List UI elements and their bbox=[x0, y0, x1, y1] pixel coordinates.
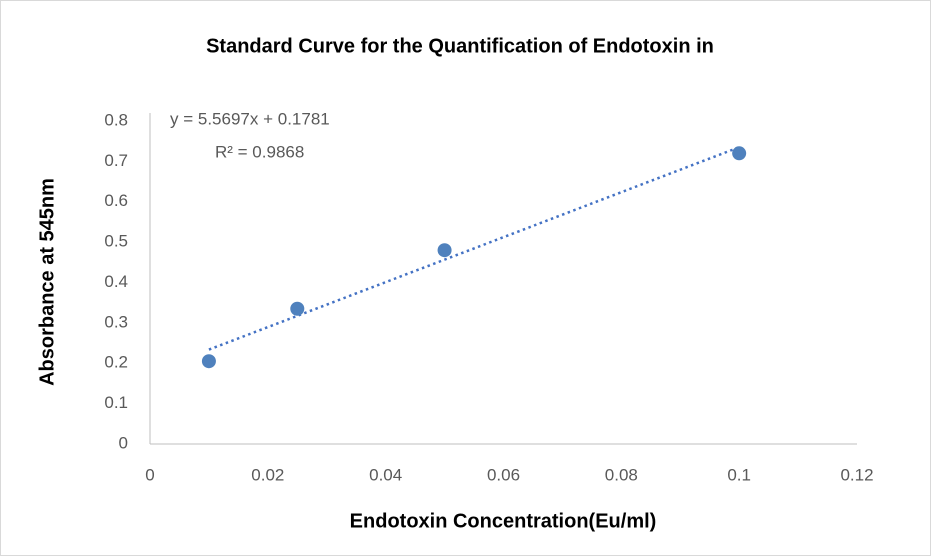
y-tick-label: 0.5 bbox=[104, 232, 128, 251]
x-tick-label: 0 bbox=[145, 465, 154, 484]
trendline-equation: y = 5.5697x + 0.1781 bbox=[170, 109, 330, 128]
data-point bbox=[437, 243, 452, 258]
x-tick-label: 0.08 bbox=[605, 465, 638, 484]
y-tick-label: 0.3 bbox=[104, 312, 128, 331]
trendline-r2: R² = 0.9868 bbox=[215, 142, 304, 161]
y-tick-label: 0.8 bbox=[104, 110, 128, 129]
y-axis-title: Absorbance at 545nm bbox=[36, 178, 58, 386]
x-tick-label: 0.02 bbox=[251, 465, 284, 484]
x-tick-label: 0.1 bbox=[727, 465, 751, 484]
y-tick-label: 0.4 bbox=[104, 272, 128, 291]
y-tick-label: 0.6 bbox=[104, 191, 128, 210]
y-tick-label: 0.1 bbox=[104, 393, 128, 412]
data-point bbox=[290, 301, 305, 316]
x-tick-label: 0.04 bbox=[369, 465, 402, 484]
x-tick-label: 0.06 bbox=[487, 465, 520, 484]
y-tick-label: 0.2 bbox=[104, 353, 128, 372]
data-point bbox=[201, 354, 216, 369]
y-tick-label: 0 bbox=[119, 433, 128, 452]
y-tick-label: 0.7 bbox=[104, 151, 128, 170]
chart-title: Standard Curve for the Quantification of… bbox=[206, 35, 714, 57]
data-point bbox=[732, 146, 747, 161]
trendline bbox=[208, 146, 740, 351]
x-axis-title: Endotoxin Concentration(Eu/ml) bbox=[350, 510, 657, 532]
x-tick-label: 0.12 bbox=[840, 465, 873, 484]
